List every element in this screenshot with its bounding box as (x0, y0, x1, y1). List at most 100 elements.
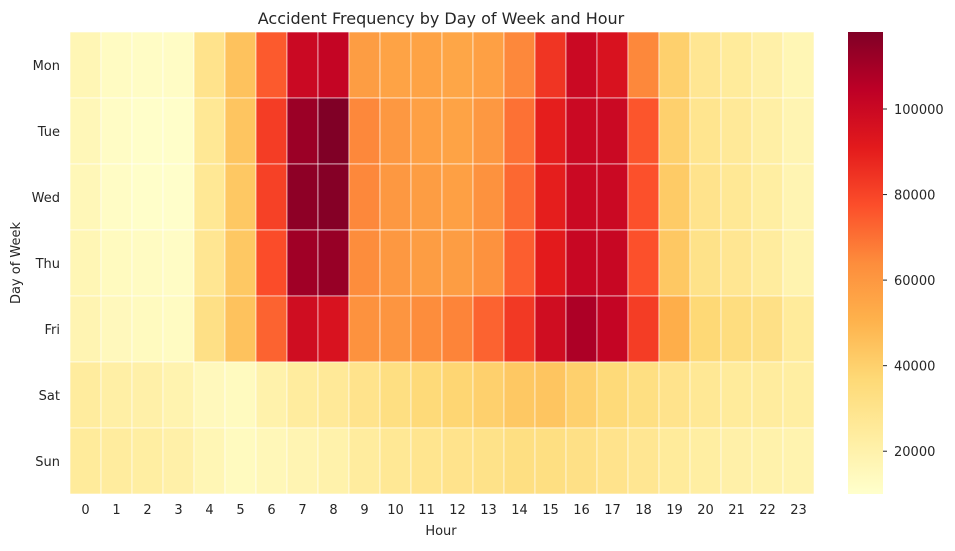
heatmap-cell-Tue-19 (658, 97, 691, 165)
heatmap-cell-Mon-7 (286, 31, 319, 99)
heatmap-cell-Mon-23 (782, 31, 815, 99)
x-tick-label: 23 (790, 503, 807, 518)
heatmap-cell-Sat-21 (720, 361, 753, 429)
heatmap-cell-Thu-16 (565, 229, 598, 297)
heatmap-cell-Wed-18 (627, 163, 660, 231)
heatmap-cell-Mon-21 (720, 31, 753, 99)
heatmap-cell-Mon-3 (162, 31, 195, 99)
x-tick-label: 18 (635, 503, 652, 518)
x-tick-label: 14 (511, 503, 528, 518)
heatmap-cell-Wed-11 (410, 163, 443, 231)
heatmap-cell-Sat-16 (565, 361, 598, 429)
x-tick-label: 15 (542, 503, 559, 518)
heatmap-cell-Thu-23 (782, 229, 815, 297)
x-tick-label: 8 (329, 503, 337, 518)
x-tick-label: 7 (298, 503, 306, 518)
x-tick-label: 17 (604, 503, 621, 518)
heatmap-cell-Sun-21 (720, 427, 753, 495)
heatmap-cell-Tue-16 (565, 97, 598, 165)
heatmap-cells (69, 31, 815, 495)
heatmap-cell-Fri-0 (69, 295, 102, 363)
heatmap-cell-Wed-14 (503, 163, 536, 231)
heatmap-cell-Tue-15 (534, 97, 567, 165)
y-tick-labels: Mon Tue Wed Thu Fri Sat Sun (32, 59, 60, 470)
heatmap-cell-Wed-9 (348, 163, 381, 231)
heatmap-cell-Wed-8 (317, 163, 350, 231)
heatmap-cell-Tue-4 (193, 97, 226, 165)
heatmap-cell-Fri-3 (162, 295, 195, 363)
chart-title: Accident Frequency by Day of Week and Ho… (258, 9, 625, 28)
heatmap-cell-Sat-4 (193, 361, 226, 429)
y-axis-label: Day of Week (9, 221, 24, 304)
heatmap-cell-Sat-0 (69, 361, 102, 429)
heatmap-cell-Tue-9 (348, 97, 381, 165)
heatmap-cell-Wed-17 (596, 163, 629, 231)
x-tick-label: 5 (236, 503, 244, 518)
heatmap-cell-Fri-5 (224, 295, 257, 363)
heatmap-cell-Mon-10 (379, 31, 412, 99)
heatmap-cell-Thu-11 (410, 229, 443, 297)
x-tick-label: 13 (480, 503, 497, 518)
heatmap-cell-Thu-10 (379, 229, 412, 297)
heatmap-cell-Sat-14 (503, 361, 536, 429)
x-tick-label: 9 (360, 503, 368, 518)
heatmap-cell-Thu-8 (317, 229, 350, 297)
heatmap-cell-Mon-6 (255, 31, 288, 99)
x-tick-label: 10 (387, 503, 404, 518)
heatmap-cell-Mon-8 (317, 31, 350, 99)
heatmap-cell-Thu-7 (286, 229, 319, 297)
heatmap-cell-Mon-4 (193, 31, 226, 99)
x-tick-label: 12 (449, 503, 466, 518)
heatmap-cell-Mon-2 (131, 31, 164, 99)
heatmap-cell-Tue-10 (379, 97, 412, 165)
heatmap-cell-Wed-23 (782, 163, 815, 231)
heatmap-cell-Fri-13 (472, 295, 505, 363)
heatmap-cell-Sat-5 (224, 361, 257, 429)
heatmap-cell-Sun-8 (317, 427, 350, 495)
heatmap-cell-Wed-21 (720, 163, 753, 231)
x-tick-label: 21 (728, 503, 745, 518)
heatmap-cell-Sun-12 (441, 427, 474, 495)
heatmap-cell-Thu-17 (596, 229, 629, 297)
heatmap-cell-Fri-4 (193, 295, 226, 363)
y-tick-label: Mon (33, 59, 60, 74)
heatmap-cell-Mon-14 (503, 31, 536, 99)
y-tick-label: Tue (37, 125, 60, 140)
heatmap-cell-Sat-11 (410, 361, 443, 429)
heatmap-cell-Mon-16 (565, 31, 598, 99)
heatmap-cell-Wed-5 (224, 163, 257, 231)
heatmap-cell-Sun-10 (379, 427, 412, 495)
heatmap-cell-Sun-13 (472, 427, 505, 495)
heatmap-cell-Thu-20 (689, 229, 722, 297)
heatmap-cell-Fri-16 (565, 295, 598, 363)
heatmap-cell-Sun-20 (689, 427, 722, 495)
heatmap-cell-Sat-9 (348, 361, 381, 429)
heatmap-cell-Thu-14 (503, 229, 536, 297)
heatmap-cell-Sun-1 (100, 427, 133, 495)
heatmap-cell-Thu-15 (534, 229, 567, 297)
x-tick-label: 11 (418, 503, 435, 518)
heatmap-cell-Wed-12 (441, 163, 474, 231)
heatmap-cell-Tue-3 (162, 97, 195, 165)
heatmap-cell-Thu-5 (224, 229, 257, 297)
heatmap-cell-Mon-11 (410, 31, 443, 99)
heatmap-cell-Sun-16 (565, 427, 598, 495)
colorbar (848, 32, 883, 494)
heatmap-cell-Sat-2 (131, 361, 164, 429)
heatmap-cell-Thu-13 (472, 229, 505, 297)
heatmap-cell-Wed-16 (565, 163, 598, 231)
colorbar-tick-label: 80000 (894, 189, 935, 204)
heatmap-cell-Tue-5 (224, 97, 257, 165)
heatmap-cell-Fri-21 (720, 295, 753, 363)
x-axis-label: Hour (425, 524, 457, 539)
heatmap-cell-Sun-7 (286, 427, 319, 495)
heatmap-cell-Sun-0 (69, 427, 102, 495)
heatmap-cell-Wed-15 (534, 163, 567, 231)
heatmap-cell-Mon-20 (689, 31, 722, 99)
y-tick-label: Sat (39, 389, 60, 404)
heatmap-cell-Mon-9 (348, 31, 381, 99)
heatmap-cell-Sat-22 (751, 361, 784, 429)
heatmap-cell-Tue-17 (596, 97, 629, 165)
heatmap-cell-Fri-1 (100, 295, 133, 363)
heatmap-cell-Wed-2 (131, 163, 164, 231)
